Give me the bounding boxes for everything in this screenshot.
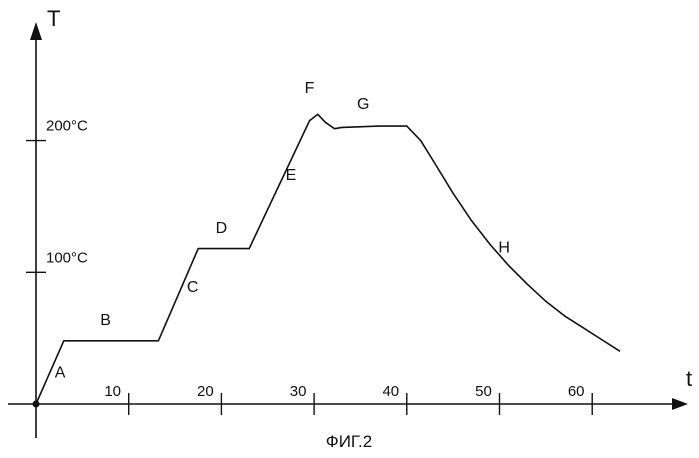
segment-label-f: F	[305, 80, 315, 97]
x-tick-label: 30	[290, 383, 307, 400]
x-ticks: 10 20 30 40 50 60	[104, 383, 592, 415]
segment-label-e: E	[286, 167, 297, 184]
segment-label-d: D	[216, 220, 228, 237]
segment-labels: A B C D E F G H	[55, 80, 510, 381]
y-axis-title: T	[47, 6, 60, 31]
segment-label-a: A	[55, 365, 66, 382]
segment-label-b: B	[100, 312, 111, 329]
segment-label-g: G	[357, 96, 369, 113]
x-tick-label: 40	[382, 383, 399, 400]
x-tick-label: 20	[197, 383, 214, 400]
x-tick-label: 10	[104, 383, 121, 400]
segment-label-h: H	[498, 240, 510, 257]
y-tick-label: 200°C	[46, 118, 88, 135]
axes	[8, 22, 688, 438]
x-tick-label: 50	[475, 383, 492, 400]
segment-label-c: C	[187, 279, 199, 296]
figure-caption: ФИГ.2	[326, 432, 372, 451]
temperature-curve	[36, 114, 620, 404]
y-axis-arrow-icon	[30, 22, 42, 40]
x-tick-label: 60	[568, 383, 585, 400]
y-tick-label: 100°C	[46, 249, 88, 266]
x-axis-title: t	[686, 366, 692, 391]
x-axis-arrow-icon	[672, 398, 688, 410]
